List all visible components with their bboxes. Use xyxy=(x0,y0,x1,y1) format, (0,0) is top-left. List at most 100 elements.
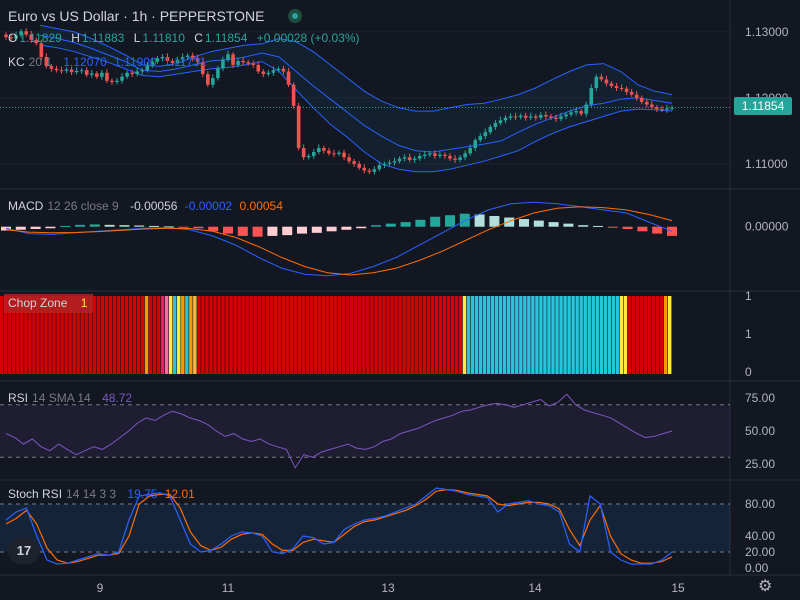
chop-zone-bar xyxy=(619,296,624,374)
candle-body xyxy=(317,148,321,153)
candle-body xyxy=(574,111,578,113)
candle-body xyxy=(39,43,44,57)
candle-body xyxy=(221,59,225,69)
candle-body xyxy=(150,61,155,65)
candle-body xyxy=(29,34,34,40)
macd-histogram-bar xyxy=(385,223,396,227)
chop-zone-bar xyxy=(591,296,595,374)
chop-zone-bar xyxy=(651,296,656,374)
candle-body xyxy=(19,31,23,36)
chop-zone-bar xyxy=(56,296,60,374)
macd-histogram-bar xyxy=(163,226,174,228)
open-value: 1.11829 xyxy=(19,31,62,45)
chop-zone-bar xyxy=(48,296,52,374)
price-tick-label: 1.13000 xyxy=(745,25,789,39)
chop-zone-bar xyxy=(502,296,507,374)
chop-zone-bar xyxy=(643,296,648,374)
kc-upper-value: 1.12070 xyxy=(63,55,107,69)
macd-signal-line xyxy=(5,206,673,276)
candle-body xyxy=(614,86,619,88)
chop-zone-bar xyxy=(390,296,394,374)
candle-body xyxy=(276,68,281,71)
chop-zone-bar xyxy=(559,296,563,374)
chop-zone-bar xyxy=(535,296,539,374)
candle-body xyxy=(135,71,139,75)
chop-zone-bar xyxy=(104,296,109,374)
candle-body xyxy=(448,155,452,159)
chop-value: 1 xyxy=(80,296,88,310)
chop-zone-bar xyxy=(527,296,531,374)
chop-zone-bar xyxy=(24,296,28,374)
chop-zone-bar xyxy=(68,296,72,374)
chop-zone-bar xyxy=(281,296,286,374)
chop-zone-bar xyxy=(116,296,121,374)
macd-histogram-bar xyxy=(134,225,145,227)
stoch-rsi-legend[interactable]: Stoch RSI 14 14 3 3 19.75 12.01 xyxy=(8,487,195,501)
candle-body xyxy=(639,97,644,102)
chop-zone-bar xyxy=(52,296,56,374)
chop-zone-bar xyxy=(474,296,479,374)
chop-zone-bar xyxy=(607,296,612,374)
candle-body xyxy=(322,148,326,151)
candle-body xyxy=(670,107,674,109)
candle-body xyxy=(594,76,599,88)
candle-body xyxy=(650,104,654,108)
candle-body xyxy=(655,107,659,110)
candle-body xyxy=(443,154,447,156)
macd-histogram-bar xyxy=(519,219,529,227)
chop-zone-bar xyxy=(289,296,294,374)
candle-body xyxy=(291,84,296,106)
rsi-name: RSI xyxy=(8,391,29,405)
candle-body xyxy=(458,157,462,160)
rsi-tick-label: 50.00 xyxy=(745,424,775,438)
macd-histogram-bar xyxy=(267,226,278,236)
chop-zone-bar xyxy=(442,296,447,374)
macd-histogram-bar xyxy=(356,226,367,229)
chop-tick-label: 1 xyxy=(745,289,752,303)
macd-histogram-bar xyxy=(607,226,618,228)
chop-zone-legend[interactable]: Chop Zone 1 xyxy=(4,294,94,313)
chop-zone-bar xyxy=(366,296,370,374)
macd-params: 12 26 close 9 xyxy=(47,199,119,213)
candle-body xyxy=(629,91,634,95)
candle-body xyxy=(296,105,301,149)
macd-legend[interactable]: MACD 12 26 close 9 -0.00056 -0.00002 0.00… xyxy=(8,199,283,213)
candle-body xyxy=(236,60,240,65)
rsi-legend[interactable]: RSI 14 SMA 14 48.72 xyxy=(8,391,132,405)
chop-zone-bar xyxy=(370,296,374,374)
candle-body xyxy=(508,116,513,118)
candle-body xyxy=(34,39,39,44)
chop-zone-bar xyxy=(16,296,20,374)
chop-zone-bar xyxy=(164,296,169,374)
candle-body xyxy=(24,31,28,35)
candle-body xyxy=(44,56,49,67)
chop-zone-bar xyxy=(197,296,201,374)
chop-zone-bar xyxy=(575,296,579,374)
macd-histogram-bar xyxy=(326,226,337,232)
chop-zone-bar xyxy=(72,296,76,374)
chop-zone-bar xyxy=(169,296,173,374)
chop-zone-bar xyxy=(466,296,471,374)
kc-legend[interactable]: KC 20 1 1.12070 1.11900 1.11731 xyxy=(8,55,206,69)
tradingview-logo[interactable]: 17 xyxy=(8,538,40,564)
candle-body xyxy=(352,161,356,164)
chop-zone-bar xyxy=(132,296,137,374)
candle-body xyxy=(554,117,558,120)
macd-histogram-bar xyxy=(563,223,574,227)
candle-body xyxy=(544,115,548,117)
chop-zone-bar xyxy=(108,296,113,374)
chop-zone-bar xyxy=(426,296,430,374)
chop-zone-bar xyxy=(667,296,672,374)
gear-icon[interactable]: ⚙ xyxy=(758,578,773,595)
candle-body xyxy=(327,150,331,154)
chop-zone-bar xyxy=(321,296,326,374)
macd-histogram-bar xyxy=(489,215,500,227)
chop-zone-bar xyxy=(374,296,378,374)
candle-body xyxy=(634,94,639,98)
candle-body xyxy=(433,153,437,156)
chop-zone-bar xyxy=(414,296,418,374)
chop-zone-bar xyxy=(237,296,241,374)
macd-histogram-bar xyxy=(252,226,263,237)
chop-zone-bar xyxy=(603,296,608,374)
